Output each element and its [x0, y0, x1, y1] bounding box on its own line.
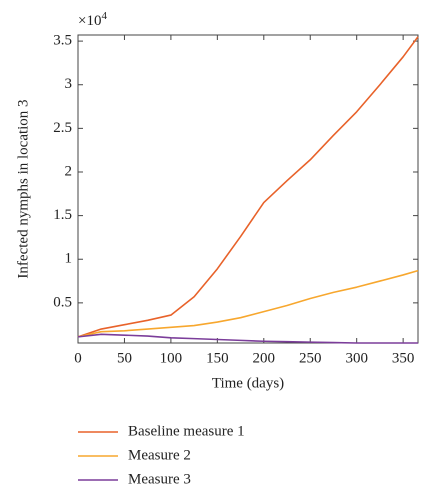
- x-tick-label: 150: [206, 350, 229, 366]
- x-tick-label: 250: [299, 350, 322, 366]
- y-axis-label: Infected nymphs in location 3: [15, 99, 31, 278]
- series-line: [77, 36, 419, 338]
- y-tick-label: 1.5: [53, 207, 72, 223]
- y-tick-label: 1: [65, 251, 73, 267]
- x-tick-label: 0: [74, 350, 82, 366]
- x-axis-label: Time (days): [212, 375, 284, 391]
- series-line: [77, 333, 418, 344]
- y-tick-label: 2.5: [53, 120, 72, 136]
- y-tick-label: 3.5: [53, 33, 72, 49]
- x-tick-label: 200: [253, 350, 276, 366]
- x-tick-label: 100: [160, 350, 183, 366]
- legend-label: Baseline measure 1: [128, 423, 245, 439]
- y-scale: ×104: [78, 10, 107, 30]
- x-tick-label: 50: [117, 350, 132, 366]
- plot-frame: [77, 34, 419, 344]
- series-line: [77, 269, 419, 338]
- y-tick-label: 2: [65, 163, 73, 179]
- y-tick-label: 3: [65, 76, 73, 92]
- x-tick-label: 300: [345, 350, 368, 366]
- x-tick-label: 350: [392, 350, 415, 366]
- y-scale-exponent: 4: [101, 10, 107, 22]
- legend-label: Measure 2: [128, 447, 191, 463]
- y-scale-base: ×10: [78, 13, 101, 29]
- y-tick-label: 0.5: [53, 294, 72, 310]
- legend-label: Measure 3: [128, 471, 191, 487]
